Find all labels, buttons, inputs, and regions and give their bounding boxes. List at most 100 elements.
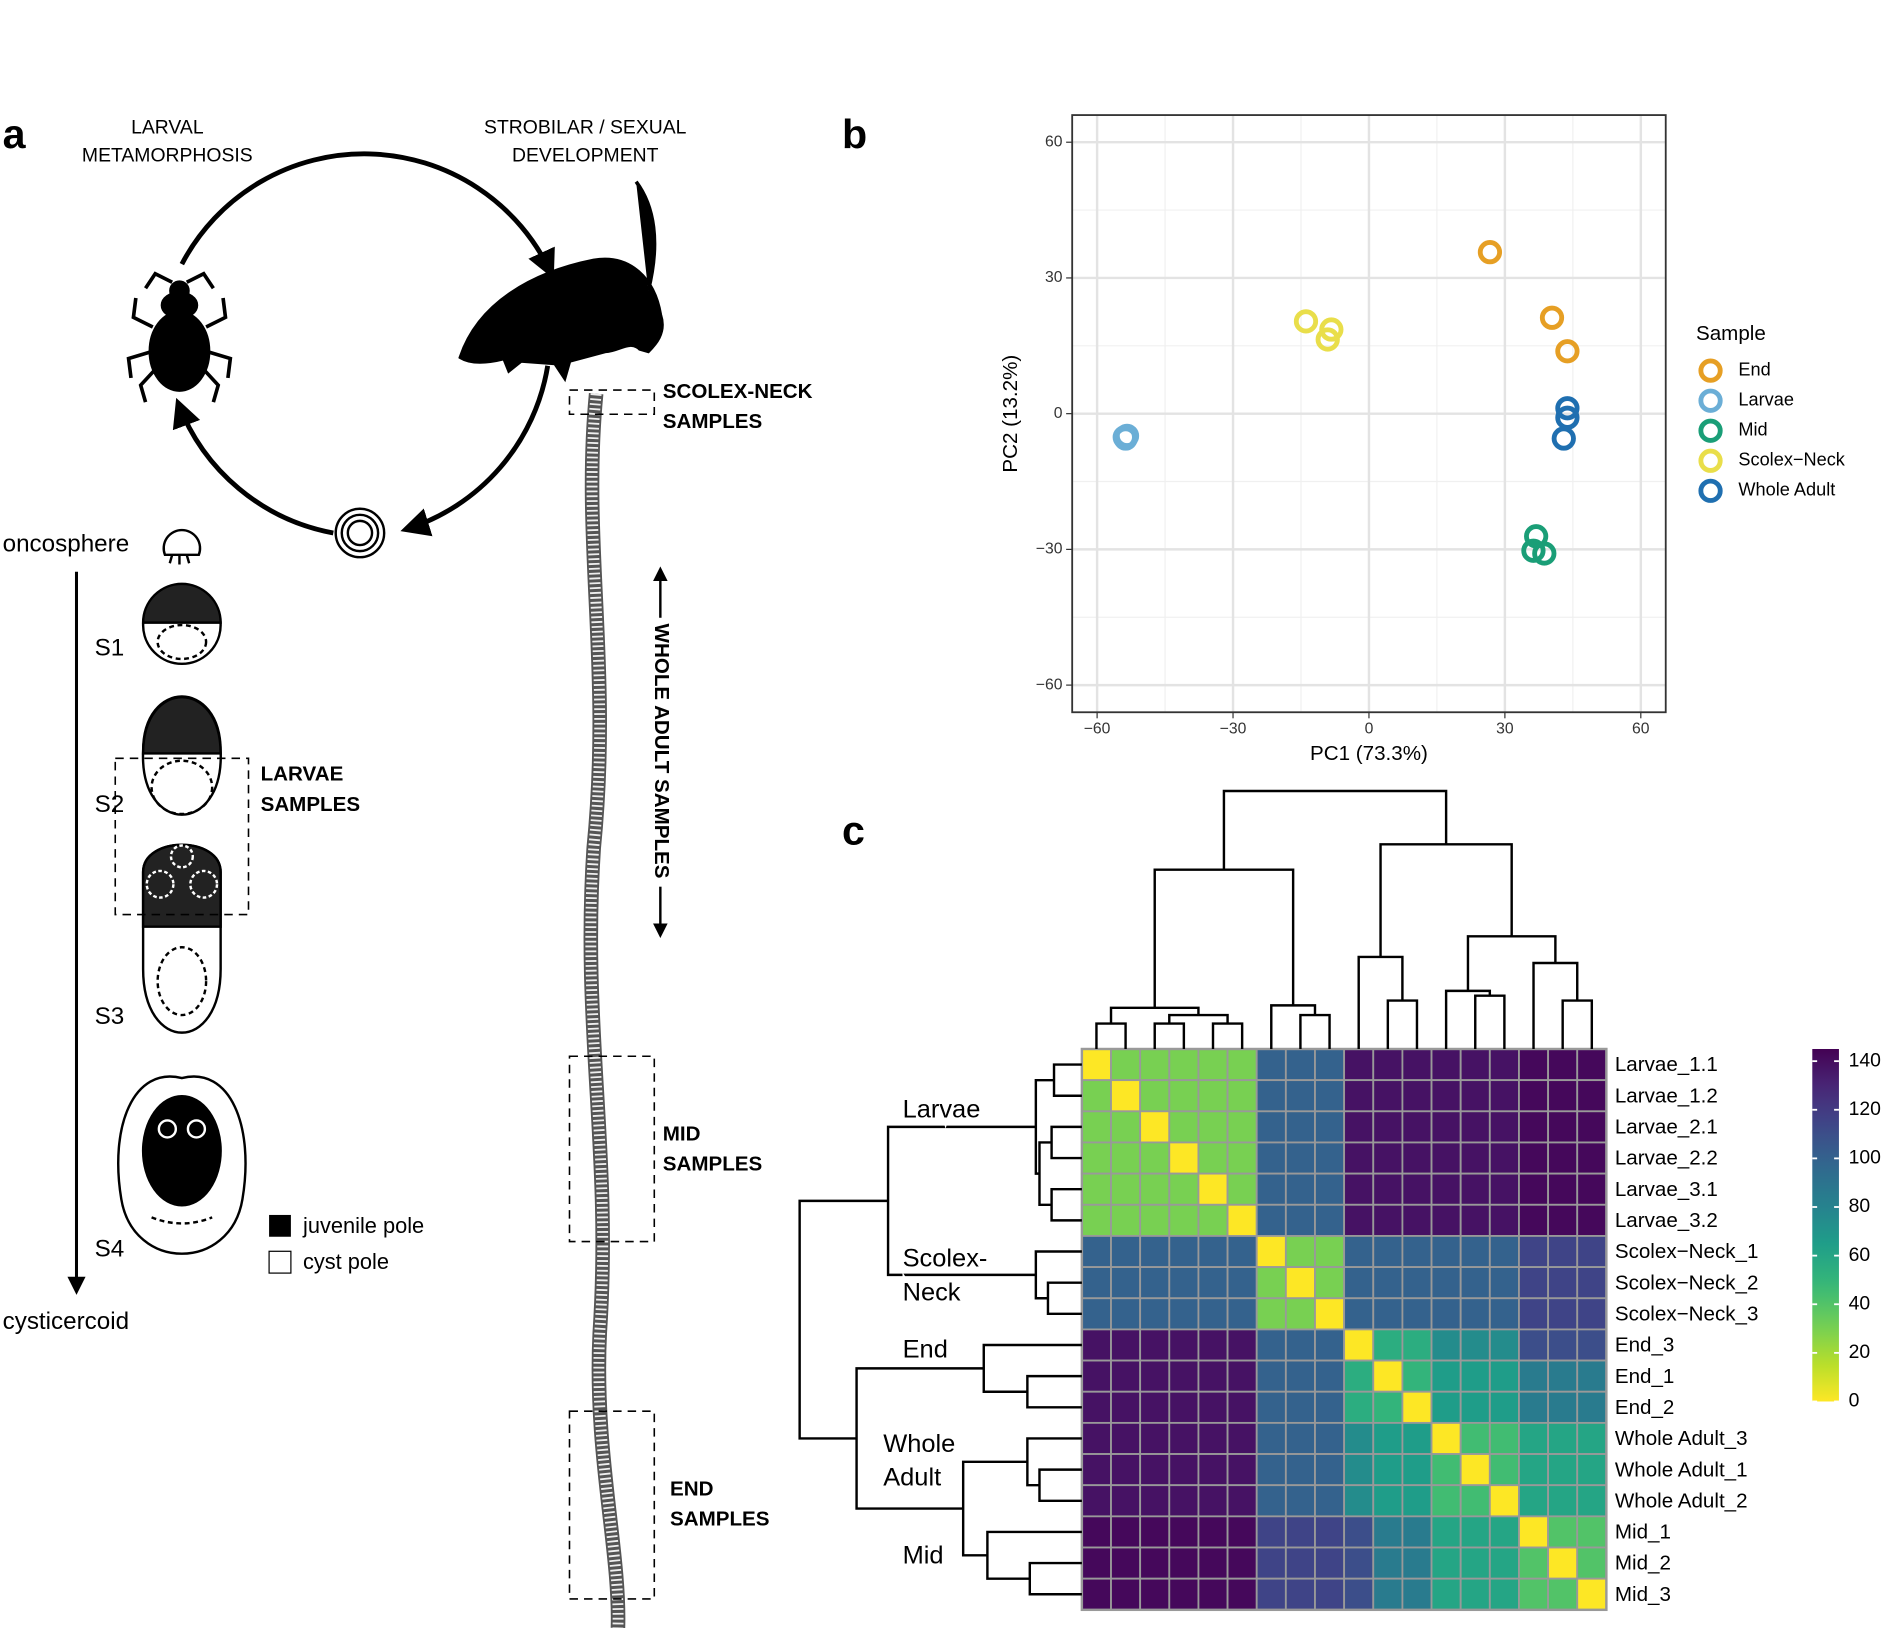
heatmap-cell xyxy=(1168,1266,1200,1300)
heatmap-cell xyxy=(1314,1203,1346,1237)
heatmap-cell xyxy=(1343,1577,1375,1611)
heatmap-cell xyxy=(1401,1328,1433,1362)
life-cycle-diagram: LARVAL METAMORPHOSIS STROBILAR / SEXUAL … xyxy=(3,117,813,1628)
heatmap-cell xyxy=(1110,1328,1142,1362)
heatmap-cell xyxy=(1401,1048,1433,1082)
group-label: Larvae xyxy=(903,1095,981,1123)
heatmap-cell xyxy=(1255,1390,1287,1424)
heatmap-cell xyxy=(1488,1390,1520,1424)
heatmap-cell xyxy=(1430,1328,1462,1362)
heatmap-cell xyxy=(1430,1484,1462,1518)
heatmap-cell xyxy=(1518,1577,1550,1611)
heatmap-cell xyxy=(1197,1110,1229,1144)
dendrogram-branch xyxy=(1222,789,1448,870)
heatmap-cell xyxy=(1139,1328,1171,1362)
dendrogram-branch xyxy=(982,1343,1082,1393)
heatmap-cell xyxy=(1197,1359,1229,1393)
heatmap-cell xyxy=(1576,1577,1608,1611)
heatmap-cell xyxy=(1459,1515,1491,1549)
dendrogram-branch xyxy=(1026,1437,1082,1487)
heatmap-cell xyxy=(1343,1048,1375,1082)
y-tick-label: −60 xyxy=(1036,676,1063,693)
heatmap-cell xyxy=(1547,1141,1579,1175)
dendrogram-branch xyxy=(1050,1187,1082,1222)
sample-label: MID xyxy=(663,1122,701,1145)
heatmap-cell xyxy=(1080,1515,1112,1549)
heatmap-cell xyxy=(1488,1110,1520,1144)
heatmap-cell xyxy=(1168,1546,1200,1580)
heatmap-cell xyxy=(1401,1421,1433,1455)
row-label: End_2 xyxy=(1615,1396,1675,1419)
y-tick-label: 0 xyxy=(1054,405,1063,422)
heatmap-cell xyxy=(1284,1328,1316,1362)
row-label: Larvae_3.2 xyxy=(1615,1209,1718,1232)
heatmap-cell xyxy=(1314,1577,1346,1611)
point xyxy=(1293,309,1319,334)
heatmap-cell xyxy=(1197,1390,1229,1424)
x-tick-label: −60 xyxy=(1084,720,1111,737)
heatmap-cell xyxy=(1139,1203,1171,1237)
heatmap-cell xyxy=(1255,1359,1287,1393)
heatmap-cell xyxy=(1284,1048,1316,1082)
heatmap-cell xyxy=(1343,1079,1375,1113)
heatmap-cell xyxy=(1080,1546,1112,1580)
heatmap-cell xyxy=(1284,1172,1316,1206)
heatmap-cell xyxy=(1110,1484,1142,1518)
heatmap-cell xyxy=(1139,1453,1171,1487)
heatmap-cell xyxy=(1372,1577,1404,1611)
heatmap-cell xyxy=(1488,1235,1520,1269)
heatmap-cell xyxy=(1168,1515,1200,1549)
heatmap-cell xyxy=(1168,1453,1200,1487)
heatmap-cell xyxy=(1314,1235,1346,1269)
heatmap-cell xyxy=(1372,1297,1404,1331)
heatmap-cell xyxy=(1401,1266,1433,1300)
heatmap-cell xyxy=(1080,1203,1112,1237)
heatmap-cell xyxy=(1343,1235,1375,1269)
heatmap-cell xyxy=(1343,1141,1375,1175)
stage-drawings xyxy=(117,582,247,1255)
heatmap-cell xyxy=(1518,1515,1550,1549)
heatmap-cell xyxy=(1226,1359,1258,1393)
heatmap-cell xyxy=(1372,1453,1404,1487)
heatmap-cell xyxy=(1255,1328,1287,1362)
legend-title: Sample xyxy=(1696,322,1766,345)
group-label: Neck xyxy=(903,1278,961,1306)
label: DEVELOPMENT xyxy=(512,144,659,166)
dendrogram-branch xyxy=(1038,1468,1082,1502)
heatmap-cell xyxy=(1255,1421,1287,1455)
heatmap-cell xyxy=(1168,1328,1200,1362)
row-label: Larvae_2.2 xyxy=(1615,1147,1718,1170)
panel-label: c xyxy=(842,807,865,853)
heatmap-cell xyxy=(1197,1266,1229,1300)
label: STROBILAR / SEXUAL xyxy=(484,117,687,139)
legend-swatch xyxy=(1698,448,1723,473)
heatmap-cell xyxy=(1401,1359,1433,1393)
heatmap-cell xyxy=(1401,1079,1433,1113)
sample-label: SAMPLES xyxy=(261,793,360,816)
heatmap-cell xyxy=(1197,1484,1229,1518)
heatmap-cell xyxy=(1314,1266,1346,1300)
heatmap-cell xyxy=(1518,1079,1550,1113)
heatmap-cell xyxy=(1314,1484,1346,1518)
heatmap-cell xyxy=(1430,1079,1462,1113)
heatmap-cell xyxy=(1547,1484,1579,1518)
heatmap-cell xyxy=(1314,1079,1346,1113)
dendrogram-branch xyxy=(1474,994,1506,1049)
heatmap-cell xyxy=(1430,1297,1462,1331)
heatmap-cell xyxy=(1343,1297,1375,1331)
heatmap-cell xyxy=(1343,1203,1375,1237)
sample-label: WHOLE ADULT SAMPLES xyxy=(650,624,673,879)
group-label: End xyxy=(903,1335,948,1363)
group-label: Adult xyxy=(883,1464,941,1492)
heatmap-cell xyxy=(1401,1577,1433,1611)
heatmap-cell xyxy=(1488,1577,1520,1611)
heatmap-cell xyxy=(1255,1079,1287,1113)
panel-label: a xyxy=(3,111,27,157)
heatmap-cell xyxy=(1255,1141,1287,1175)
heatmap-cell xyxy=(1518,1390,1550,1424)
heatmap-cell xyxy=(1401,1110,1433,1144)
row-label: End_3 xyxy=(1615,1334,1675,1357)
heatmap-cell xyxy=(1459,1390,1491,1424)
dendrogram-branch xyxy=(1052,1063,1082,1097)
